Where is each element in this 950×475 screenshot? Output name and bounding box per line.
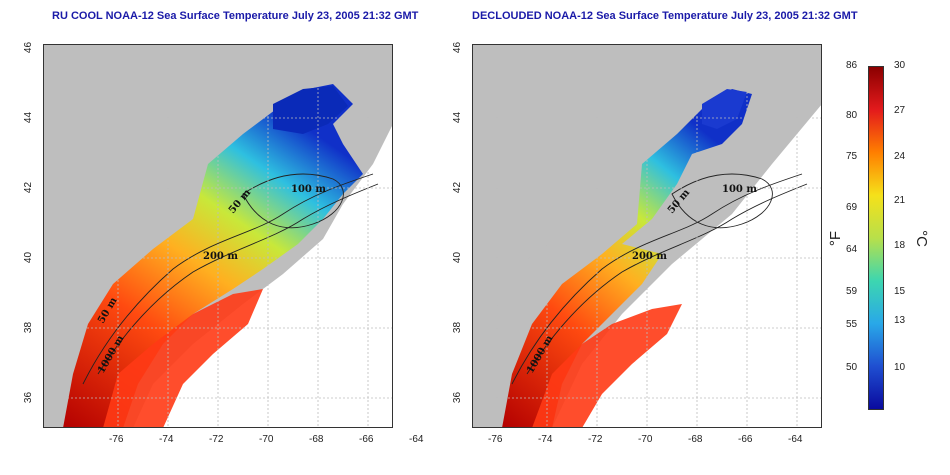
fahrenheit-tick: 80 bbox=[846, 110, 858, 121]
latitude-tick-label: 40 bbox=[23, 251, 35, 264]
right-map-svg: 100 m 50 m 200 m 1000 m bbox=[472, 44, 822, 428]
contour-200m bbox=[97, 183, 379, 375]
longitude-tick-label: -64 bbox=[409, 434, 424, 445]
coast-land bbox=[43, 44, 393, 384]
cold-gulf-of-maine bbox=[273, 86, 348, 134]
longitude-tick-label: -68 bbox=[688, 434, 703, 445]
longitude-tick-label: -72 bbox=[588, 434, 603, 445]
fahrenheit-tick: 50 bbox=[846, 362, 858, 373]
sst-field bbox=[502, 89, 752, 428]
longitude-tick-label: -74 bbox=[538, 434, 553, 445]
fahrenheit-tick: 64 bbox=[846, 244, 858, 255]
left-sst-map: 100 m 50 m 200 m 50 m 1000 m bbox=[43, 44, 393, 428]
warm-gulf-stream bbox=[103, 289, 263, 428]
longitude-tick-label: -74 bbox=[159, 434, 174, 445]
longitude-tick-label: -76 bbox=[488, 434, 503, 445]
longitude-tick-label: -76 bbox=[109, 434, 124, 445]
celsius-tick: 30 bbox=[894, 60, 906, 71]
graticule bbox=[43, 44, 393, 428]
cold-gulf-of-maine bbox=[702, 89, 747, 129]
right-sst-map: 100 m 50 m 200 m 1000 m bbox=[472, 44, 822, 428]
contour-georges bbox=[671, 173, 773, 229]
fahrenheit-tick: 75 bbox=[846, 151, 858, 162]
longitude-tick-label: -66 bbox=[738, 434, 753, 445]
celsius-tick: 24 bbox=[894, 151, 906, 162]
latitude-tick-label: 44 bbox=[23, 111, 35, 124]
celsius-tick: 18 bbox=[894, 240, 906, 251]
longitude-tick-label: -72 bbox=[209, 434, 224, 445]
contour-label: 200 m bbox=[632, 251, 667, 262]
contour-label: 200 m bbox=[203, 251, 238, 262]
latitude-tick-label: 36 bbox=[452, 391, 464, 404]
map-frame bbox=[43, 44, 393, 428]
latitude-tick-label: 46 bbox=[23, 41, 35, 54]
longitude-tick-label: -70 bbox=[638, 434, 653, 445]
contour-label: 100 m bbox=[722, 184, 757, 195]
contour-1000m bbox=[511, 173, 803, 385]
graticule bbox=[472, 44, 822, 428]
warm-gulf-stream bbox=[532, 304, 682, 428]
longitude-tick-label: -70 bbox=[259, 434, 274, 445]
celsius-tick: 15 bbox=[894, 286, 906, 297]
longitude-tick-label: -66 bbox=[359, 434, 374, 445]
contour-1000m bbox=[82, 173, 374, 385]
fahrenheit-tick: 86 bbox=[846, 60, 858, 71]
contour-200m bbox=[526, 183, 808, 375]
celsius-tick: 27 bbox=[894, 105, 906, 116]
latitude-tick-label: 38 bbox=[23, 321, 35, 334]
latitude-tick-label: 38 bbox=[452, 321, 464, 334]
contour-label: 100 m bbox=[291, 184, 326, 195]
fahrenheit-tick: 69 bbox=[846, 202, 858, 213]
celsius-tick: 13 bbox=[894, 315, 906, 326]
fahrenheit-tick: 55 bbox=[846, 319, 858, 330]
celsius-tick: 10 bbox=[894, 362, 906, 373]
right-map-title: DECLOUDED NOAA-12 Sea Surface Temperatur… bbox=[472, 10, 858, 22]
latitude-tick-label: 42 bbox=[23, 181, 35, 194]
latitude-tick-label: 42 bbox=[452, 181, 464, 194]
longitude-tick-label: -68 bbox=[309, 434, 324, 445]
latitude-tick-label: 46 bbox=[452, 41, 464, 54]
temperature-colorbar bbox=[868, 66, 884, 410]
contour-georges bbox=[242, 173, 344, 229]
latitude-tick-label: 40 bbox=[452, 251, 464, 264]
sst-field bbox=[63, 84, 363, 428]
coast-land bbox=[472, 44, 822, 384]
celsius-tick: 21 bbox=[894, 195, 906, 206]
latitude-tick-label: 44 bbox=[452, 111, 464, 124]
left-map-svg: 100 m 50 m 200 m 50 m 1000 m bbox=[43, 44, 393, 428]
left-map-title: RU COOL NOAA-12 Sea Surface Temperature … bbox=[52, 10, 419, 22]
latitude-tick-label: 36 bbox=[23, 391, 35, 404]
celsius-unit: °C bbox=[912, 230, 930, 247]
map-frame bbox=[472, 44, 822, 428]
fahrenheit-unit: °F bbox=[827, 230, 845, 247]
fahrenheit-tick: 59 bbox=[846, 286, 858, 297]
longitude-tick-label: -64 bbox=[788, 434, 803, 445]
